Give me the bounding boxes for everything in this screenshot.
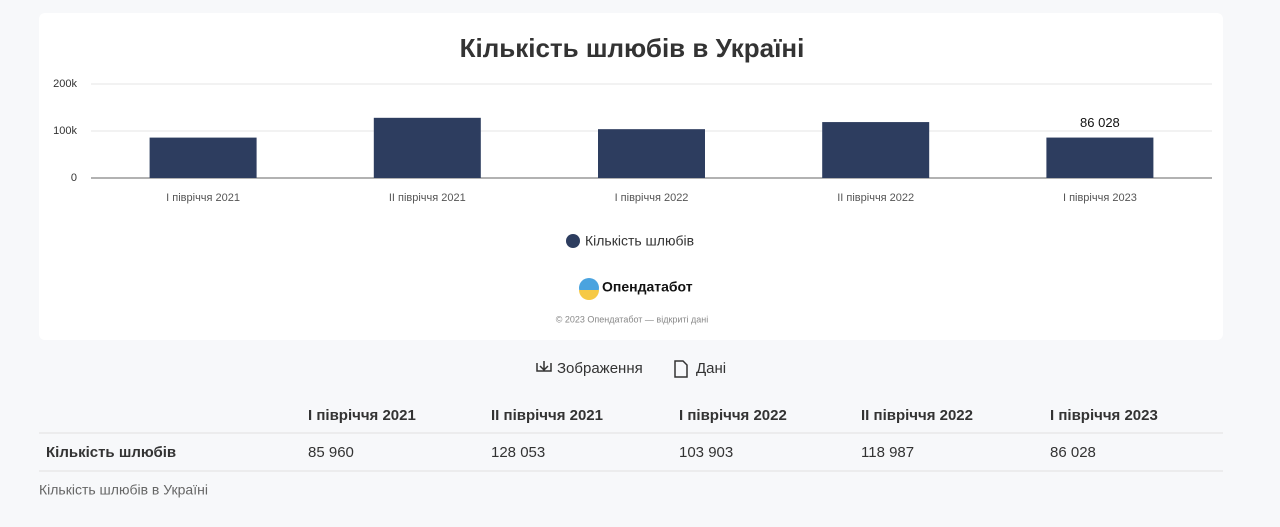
x-tick-label: I півріччя 2023 — [1063, 192, 1137, 204]
bar — [373, 117, 481, 178]
row-label: Кількість шлюбів — [46, 444, 176, 461]
button-label[interactable]: Зображення — [557, 360, 643, 377]
logo: Опендатабот — [579, 278, 693, 300]
button-label[interactable]: Дані — [696, 360, 726, 377]
copyright: © 2023 Опендатабот — відкриті дані — [556, 314, 709, 324]
legend-marker — [566, 234, 580, 248]
download-image[interactable]: Зображення — [536, 360, 643, 377]
x-tick-label: II півріччя 2022 — [837, 192, 914, 204]
table-cell: 85 960 — [308, 444, 354, 461]
y-tick-label: 100k — [53, 125, 77, 137]
table-header: II півріччя 2021 — [491, 407, 603, 424]
csv-icon — [674, 360, 688, 378]
x-tick-label: II півріччя 2021 — [389, 192, 466, 204]
bar — [598, 129, 705, 178]
caption: Кількість шлюбів в Україні — [39, 482, 208, 498]
table-header: I півріччя 2023 — [1050, 407, 1158, 424]
bar — [822, 122, 930, 178]
legend-label: Кількість шлюбів — [585, 233, 694, 249]
bar — [149, 137, 257, 178]
table-cell: 118 987 — [861, 444, 914, 461]
bar — [1046, 137, 1154, 178]
table-cell: 86 028 — [1050, 444, 1096, 461]
logo-text: Опендатабот — [602, 279, 693, 295]
logo-icon-half — [579, 290, 599, 300]
table-header: II півріччя 2022 — [861, 407, 973, 424]
data-label: 86 028 — [1080, 115, 1120, 130]
download-data[interactable]: Дані — [674, 360, 726, 378]
table-cell: 103 903 — [679, 444, 733, 461]
table-header: I півріччя 2022 — [679, 407, 787, 424]
table-header: I півріччя 2021 — [308, 407, 416, 424]
x-tick-label: I півріччя 2022 — [615, 192, 689, 204]
table-cell: 128 053 — [491, 444, 545, 461]
y-tick-label: 0 — [71, 172, 77, 184]
download-icon — [536, 361, 552, 372]
x-tick-label: I півріччя 2021 — [166, 192, 240, 204]
chart-title: Кількість шлюбів в Україні — [460, 33, 805, 63]
y-tick-label: 200k — [53, 78, 77, 90]
